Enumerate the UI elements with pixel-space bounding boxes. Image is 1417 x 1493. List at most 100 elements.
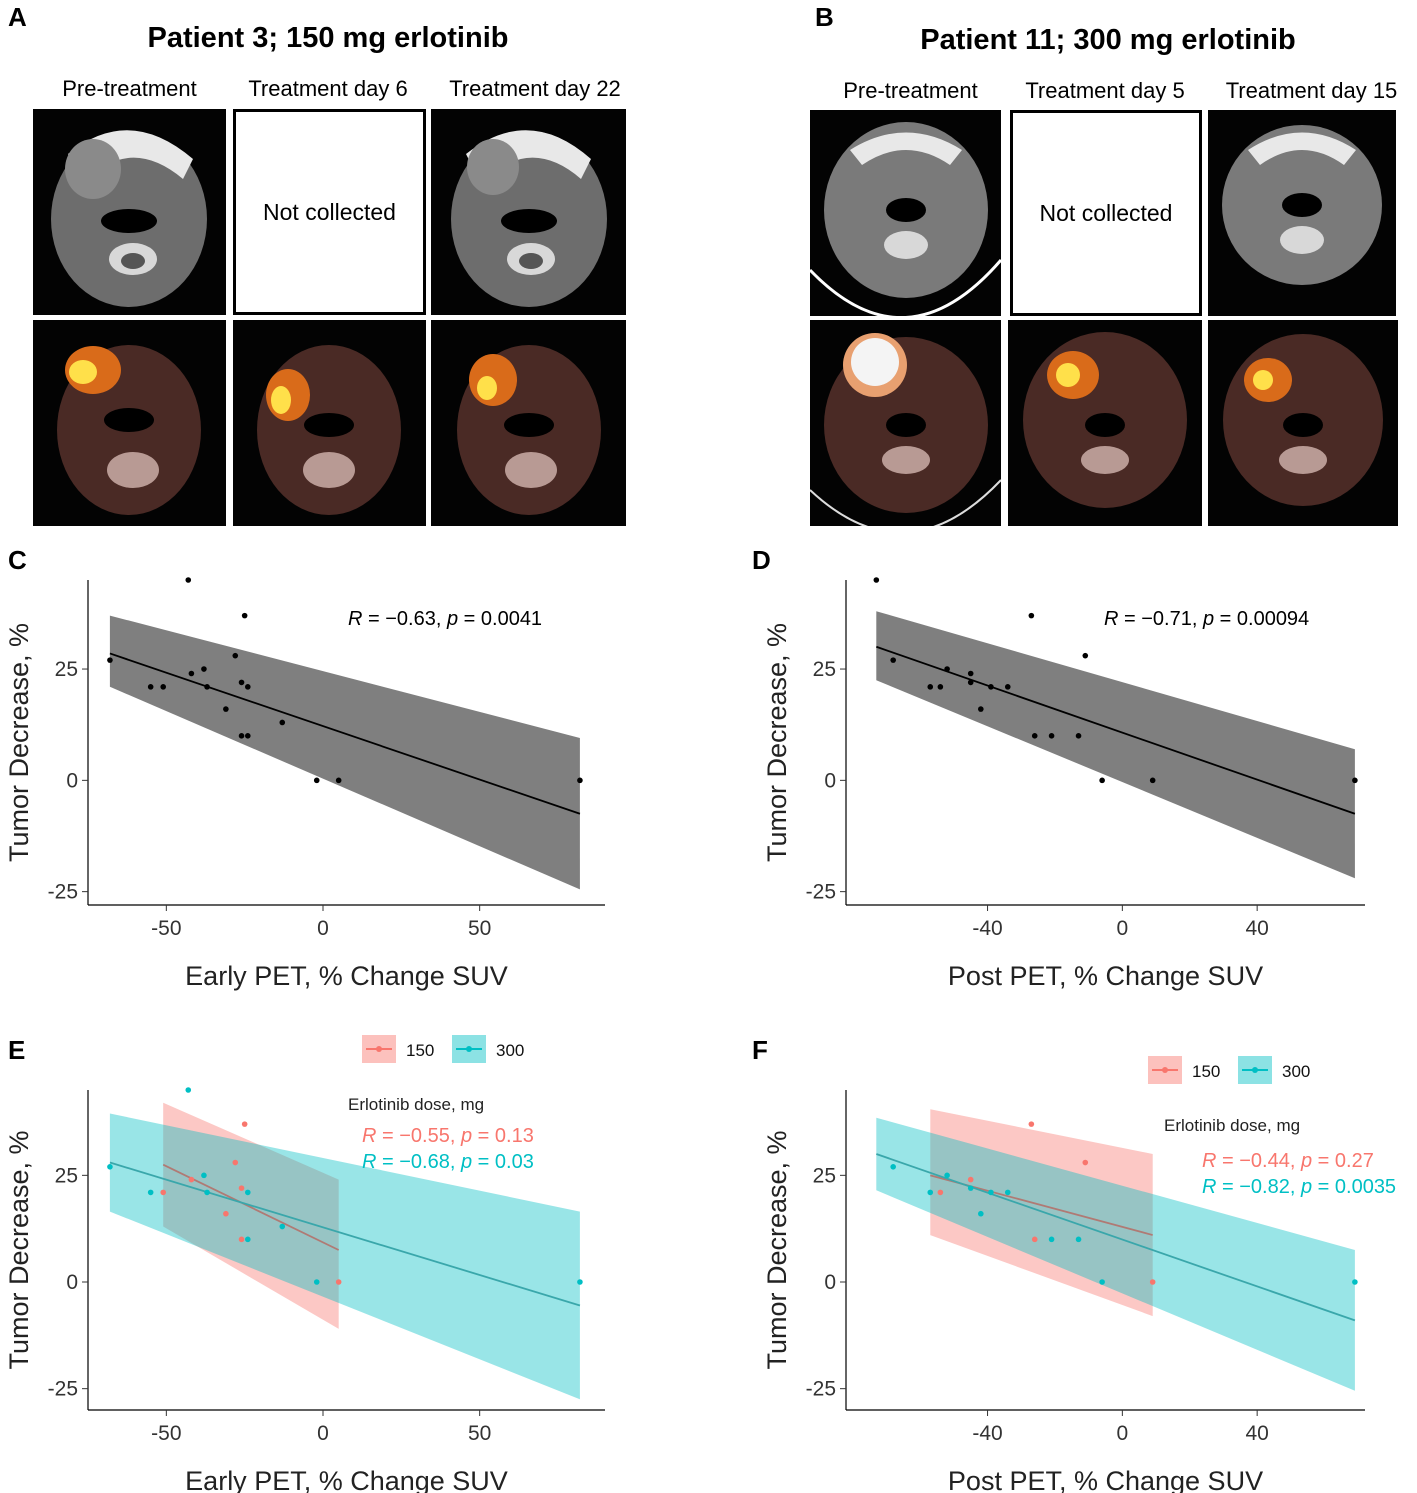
data-point-300 [279, 1223, 286, 1230]
y-tick-label: 0 [66, 769, 78, 792]
panel-letter-a: A [8, 2, 27, 32]
x-tick-label: 40 [1245, 1422, 1268, 1445]
regression-line-300 [876, 1153, 1356, 1322]
data-point-150 [238, 1236, 245, 1243]
regression-line [109, 652, 581, 815]
data-point [147, 684, 154, 690]
legend-key-point-150 [376, 1046, 382, 1052]
data-point [201, 666, 207, 672]
data-point [241, 612, 248, 619]
data-point-300 [577, 1279, 583, 1285]
pet-ct-scan-image [33, 320, 226, 526]
panel-letter-e: E [8, 1035, 26, 1065]
ct-scan-image [810, 110, 1001, 316]
data-point [1028, 612, 1035, 619]
data-point [890, 657, 896, 663]
data-point-300 [1075, 1236, 1082, 1243]
data-point [1075, 733, 1082, 739]
data-point [107, 657, 113, 663]
legend-label-300: 300 [496, 1041, 524, 1060]
data-point-300 [988, 1189, 994, 1196]
confidence-band-150 [930, 1109, 1153, 1317]
x-tick-label: -40 [972, 1422, 1002, 1445]
data-point-150 [967, 1176, 974, 1183]
legend-label-150: 150 [1192, 1062, 1220, 1081]
panel-a-col-day22: Treatment day 22 [449, 76, 621, 101]
data-point-150 [1149, 1279, 1156, 1285]
data-point-300 [313, 1279, 320, 1285]
data-point-300 [201, 1172, 207, 1179]
correlation-annotation-150: R = −0.44, p = 0.27 [1202, 1150, 1374, 1172]
data-point [577, 777, 583, 784]
legend-label-300: 300 [1282, 1062, 1310, 1081]
data-point-300 [967, 1185, 974, 1191]
data-point [1004, 684, 1011, 690]
panel-letter-d: D [752, 545, 771, 575]
x-tick-label: 40 [1245, 917, 1268, 940]
ct-scan-image [431, 109, 626, 315]
data-point-300 [1004, 1189, 1011, 1196]
y-tick-label: -25 [806, 881, 836, 904]
panel-a-col-pre: Pre-treatment [62, 76, 197, 101]
data-point [232, 652, 239, 659]
data-point [185, 577, 192, 583]
data-point [238, 733, 245, 739]
data-point [1352, 777, 1358, 784]
confidence-band-300 [876, 1117, 1355, 1391]
data-point [238, 679, 245, 686]
data-point-300 [245, 1189, 251, 1196]
data-point [245, 733, 251, 739]
data-point-300 [1099, 1279, 1105, 1285]
x-axis-label: Post PET, % Change SUV [948, 961, 1263, 991]
regression-line-300 [109, 1161, 581, 1307]
data-point-150 [238, 1185, 245, 1191]
correlation-annotation: R = −0.71, p = 0.00094 [1104, 608, 1309, 630]
data-point [313, 777, 320, 784]
panel-letter-b: B [815, 2, 834, 32]
data-point-150 [1031, 1236, 1038, 1243]
data-point-150 [1028, 1121, 1035, 1127]
y-tick-label: -25 [48, 881, 78, 904]
data-point-150 [160, 1189, 166, 1196]
confidence-band [109, 615, 580, 890]
x-tick-label: -50 [151, 1422, 181, 1445]
data-point [937, 684, 944, 690]
panel-b-col-day15: Treatment day 15 [1225, 78, 1398, 103]
data-point [223, 706, 229, 712]
y-tick-label: 25 [813, 658, 836, 681]
legend-title: Erlotinib dose, mg [348, 1095, 484, 1114]
y-tick-label: 25 [55, 1164, 78, 1187]
x-tick-label: 0 [317, 1422, 329, 1445]
data-point-300 [204, 1189, 210, 1196]
data-point-300 [245, 1236, 251, 1243]
regression-line [876, 645, 1356, 815]
x-axis-label: Post PET, % Change SUV [948, 1466, 1263, 1493]
data-point [245, 684, 251, 690]
data-point [1099, 777, 1105, 784]
scatter-chart-c: -50 0 50 -25 0 25 Early PET, % Change SUV Tumor… [4, 577, 605, 991]
data-point-150 [335, 1279, 342, 1285]
data-point-300 [185, 1087, 192, 1093]
y-axis-label: Tumor Decrease, % [4, 623, 34, 862]
pet-ct-scan-image [1008, 320, 1202, 526]
panel-a-title: Patient 3; 150 mg erlotinib [147, 22, 509, 54]
data-point-300 [107, 1164, 113, 1170]
confidence-band-150 [163, 1102, 339, 1329]
not-collected-text: Not collected [1039, 199, 1173, 226]
data-point-150 [232, 1159, 239, 1166]
y-tick-label: 0 [66, 1271, 78, 1294]
data-point [335, 777, 342, 784]
ct-scan-image [1208, 110, 1396, 316]
data-point [1031, 733, 1038, 739]
correlation-annotation-150: R = −0.55, p = 0.13 [362, 1125, 534, 1147]
data-point [279, 719, 286, 726]
x-axis-label: Early PET, % Change SUV [185, 961, 508, 991]
data-point [1149, 777, 1156, 784]
scatter-chart-e: -50 0 50 -25 0 25 Early PET, % Change SUV Tumor… [4, 1035, 605, 1493]
data-point [1048, 733, 1055, 739]
y-tick-label: 25 [55, 658, 78, 681]
legend-key-point-300 [466, 1046, 472, 1052]
data-point-300 [890, 1164, 896, 1170]
data-point [967, 679, 974, 686]
y-axis-label: Tumor Decrease, % [4, 1130, 34, 1369]
